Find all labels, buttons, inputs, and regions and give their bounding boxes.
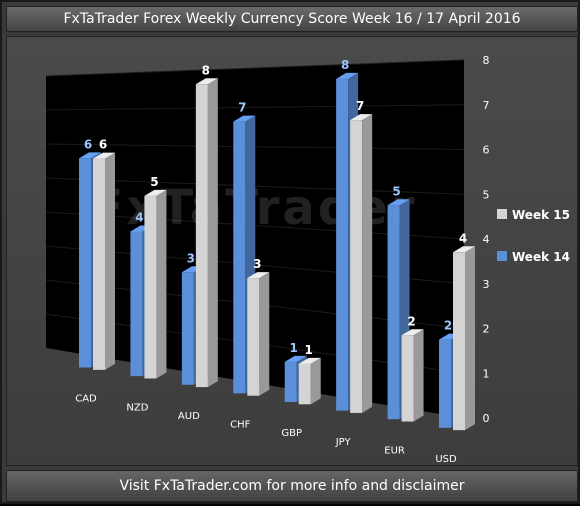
data-label-week14: 7 [238, 101, 246, 115]
data-label-week14: 6 [84, 137, 92, 151]
bar-week15-jpy-side [362, 114, 373, 413]
x-category-label: GBP [281, 428, 302, 439]
legend-label: Week 14 [512, 250, 570, 264]
bar-week15-gbp [298, 363, 311, 405]
bar-week14-eur-top [387, 199, 410, 206]
bar-week14-gbp [284, 361, 297, 402]
footer-link[interactable]: Visit FxTaTrader.com for more info and d… [119, 478, 465, 494]
bar-week15-eur [401, 335, 414, 422]
bar-week15-gbp-top [298, 357, 321, 364]
bar-week15-usd [453, 252, 465, 431]
y-tick-label: 7 [483, 99, 490, 112]
bar-week14-nzd [130, 231, 143, 377]
bar-week15-aud-side [207, 78, 218, 388]
x-category-label: EUR [384, 445, 405, 456]
bar-week15-nzd [144, 195, 157, 379]
gridline [45, 104, 465, 111]
chart-title: FxTaTrader Forex Weekly Currency Score W… [63, 11, 521, 27]
bar-week15-chf-top [247, 272, 270, 279]
bar-week15-usd-side [465, 246, 475, 431]
bar-week15-cad [93, 158, 105, 370]
data-label-week14: 2 [444, 319, 452, 333]
bar-week15-usd-top [453, 246, 475, 253]
y-tick-label: 8 [483, 54, 490, 67]
data-label-week15: 6 [99, 138, 107, 152]
legend-swatch [497, 251, 507, 261]
bar-week15-cad-side [105, 152, 115, 370]
bar-week14-jpy-top [336, 72, 359, 79]
bar-week14-cad [79, 158, 91, 368]
title-bar: FxTaTrader Forex Weekly Currency Score W… [6, 6, 578, 32]
bar-week15-chf-side [259, 272, 270, 396]
bar-week15-aud-top [195, 78, 218, 85]
bar-week15-nzd-top [144, 189, 167, 196]
bar-week14-gbp-top [284, 355, 307, 362]
x-category-label: CAD [75, 394, 97, 405]
bar-week14-usd [439, 339, 451, 428]
bar-week15-gbp-side [310, 357, 321, 405]
y-tick-label: 0 [483, 412, 490, 425]
y-tick-label: 1 [483, 367, 490, 380]
y-tick-label: 4 [483, 233, 490, 246]
data-label-week15: 3 [253, 257, 261, 271]
data-label-week15: 4 [459, 231, 467, 245]
bar-week15-chf [247, 278, 260, 396]
bar-week15-eur-side [413, 329, 424, 422]
x-category-label: JPY [335, 437, 352, 448]
bar-week14-jpy [336, 78, 349, 411]
bar-week15-nzd-side [156, 189, 167, 379]
data-label-week15: 7 [356, 99, 364, 113]
x-category-label: NZD [126, 402, 148, 413]
footer-bar: Visit FxTaTrader.com for more info and d… [6, 470, 578, 502]
data-label-week14: 1 [290, 341, 298, 355]
data-label-week15: 2 [407, 314, 415, 328]
data-label-week15: 5 [150, 175, 158, 189]
data-label-week15: 8 [202, 63, 210, 77]
data-label-week14: 4 [135, 210, 143, 224]
x-category-label: AUD [178, 411, 200, 422]
data-label-week14: 3 [187, 251, 195, 265]
bar-week15-jpy [350, 120, 363, 413]
y-tick-label: 5 [483, 188, 490, 201]
bar-week15-eur-top [401, 329, 424, 336]
y-tick-label: 2 [483, 323, 490, 336]
bar-week14-chf-top [233, 115, 256, 122]
legend-swatch [497, 209, 507, 219]
x-category-label: USD [435, 454, 457, 465]
bar-week15-jpy-top [350, 114, 373, 121]
bar-week15-aud [195, 84, 208, 388]
bar-week14-eur [387, 205, 400, 420]
gridline [45, 59, 465, 77]
x-category-label: CHF [230, 420, 251, 431]
legend-label: Week 15 [512, 208, 570, 222]
bar-week14-chf [233, 121, 246, 394]
bar-week15-cad-top [93, 152, 115, 159]
y-tick-label: 3 [483, 278, 490, 291]
data-label-week14: 5 [392, 184, 400, 198]
data-label-week15: 1 [305, 343, 313, 357]
bar-week14-cad-top [79, 152, 101, 159]
bar-week14-aud [181, 272, 194, 385]
y-tick-label: 6 [483, 144, 490, 157]
data-label-week14: 8 [341, 58, 349, 72]
